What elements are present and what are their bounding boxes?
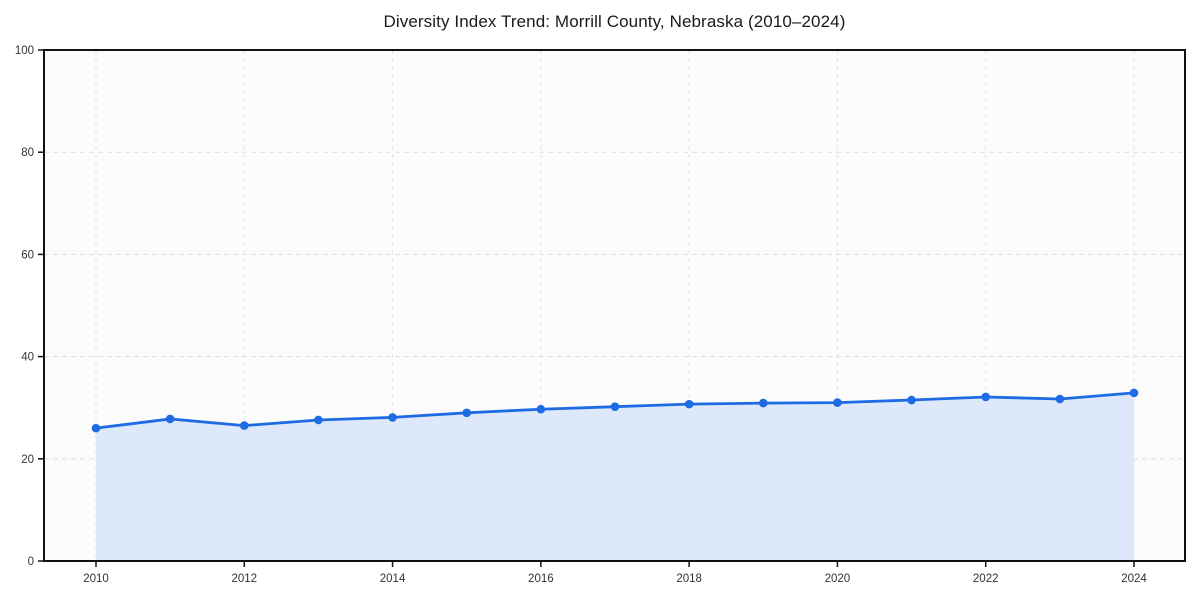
data-point-2020: [833, 398, 842, 407]
x-tick-label: 2022: [973, 573, 999, 585]
data-point-2024: [1129, 388, 1139, 398]
data-point-2010: [91, 423, 101, 433]
y-tick-label: 80: [21, 147, 34, 159]
y-tick-label: 40: [21, 352, 34, 364]
chart-title: Diversity Index Trend: Morrill County, N…: [383, 12, 846, 31]
area-fill: [96, 392, 1134, 561]
data-point-2017: [610, 402, 620, 411]
y-tick-label: 60: [21, 249, 34, 261]
data-point-2018: [684, 399, 694, 409]
x-tick-label: 2024: [1121, 573, 1147, 585]
data-point-2012: [239, 421, 249, 430]
x-tick-label: 2016: [528, 573, 554, 585]
x-tick-label: 2018: [676, 573, 702, 585]
y-tick-label: 100: [15, 45, 34, 57]
data-point-2022: [981, 392, 991, 402]
data-point-2011: [165, 414, 175, 424]
x-tick-label: 2010: [83, 573, 109, 585]
data-point-2015: [462, 408, 472, 418]
data-point-2021: [907, 395, 916, 405]
data-point-2013: [314, 415, 323, 425]
data-point-2014: [388, 413, 397, 422]
data-point-2019: [758, 398, 768, 408]
data-point-2016: [536, 404, 546, 414]
y-tick-label: 0: [28, 556, 34, 568]
x-tick-label: 2020: [825, 573, 851, 585]
plot-border: [43, 49, 1186, 562]
x-tick-label: 2014: [380, 573, 406, 585]
x-tick-label: 2012: [231, 573, 257, 585]
data-point-2023: [1055, 394, 1065, 404]
y-tick-label: 20: [21, 454, 34, 466]
